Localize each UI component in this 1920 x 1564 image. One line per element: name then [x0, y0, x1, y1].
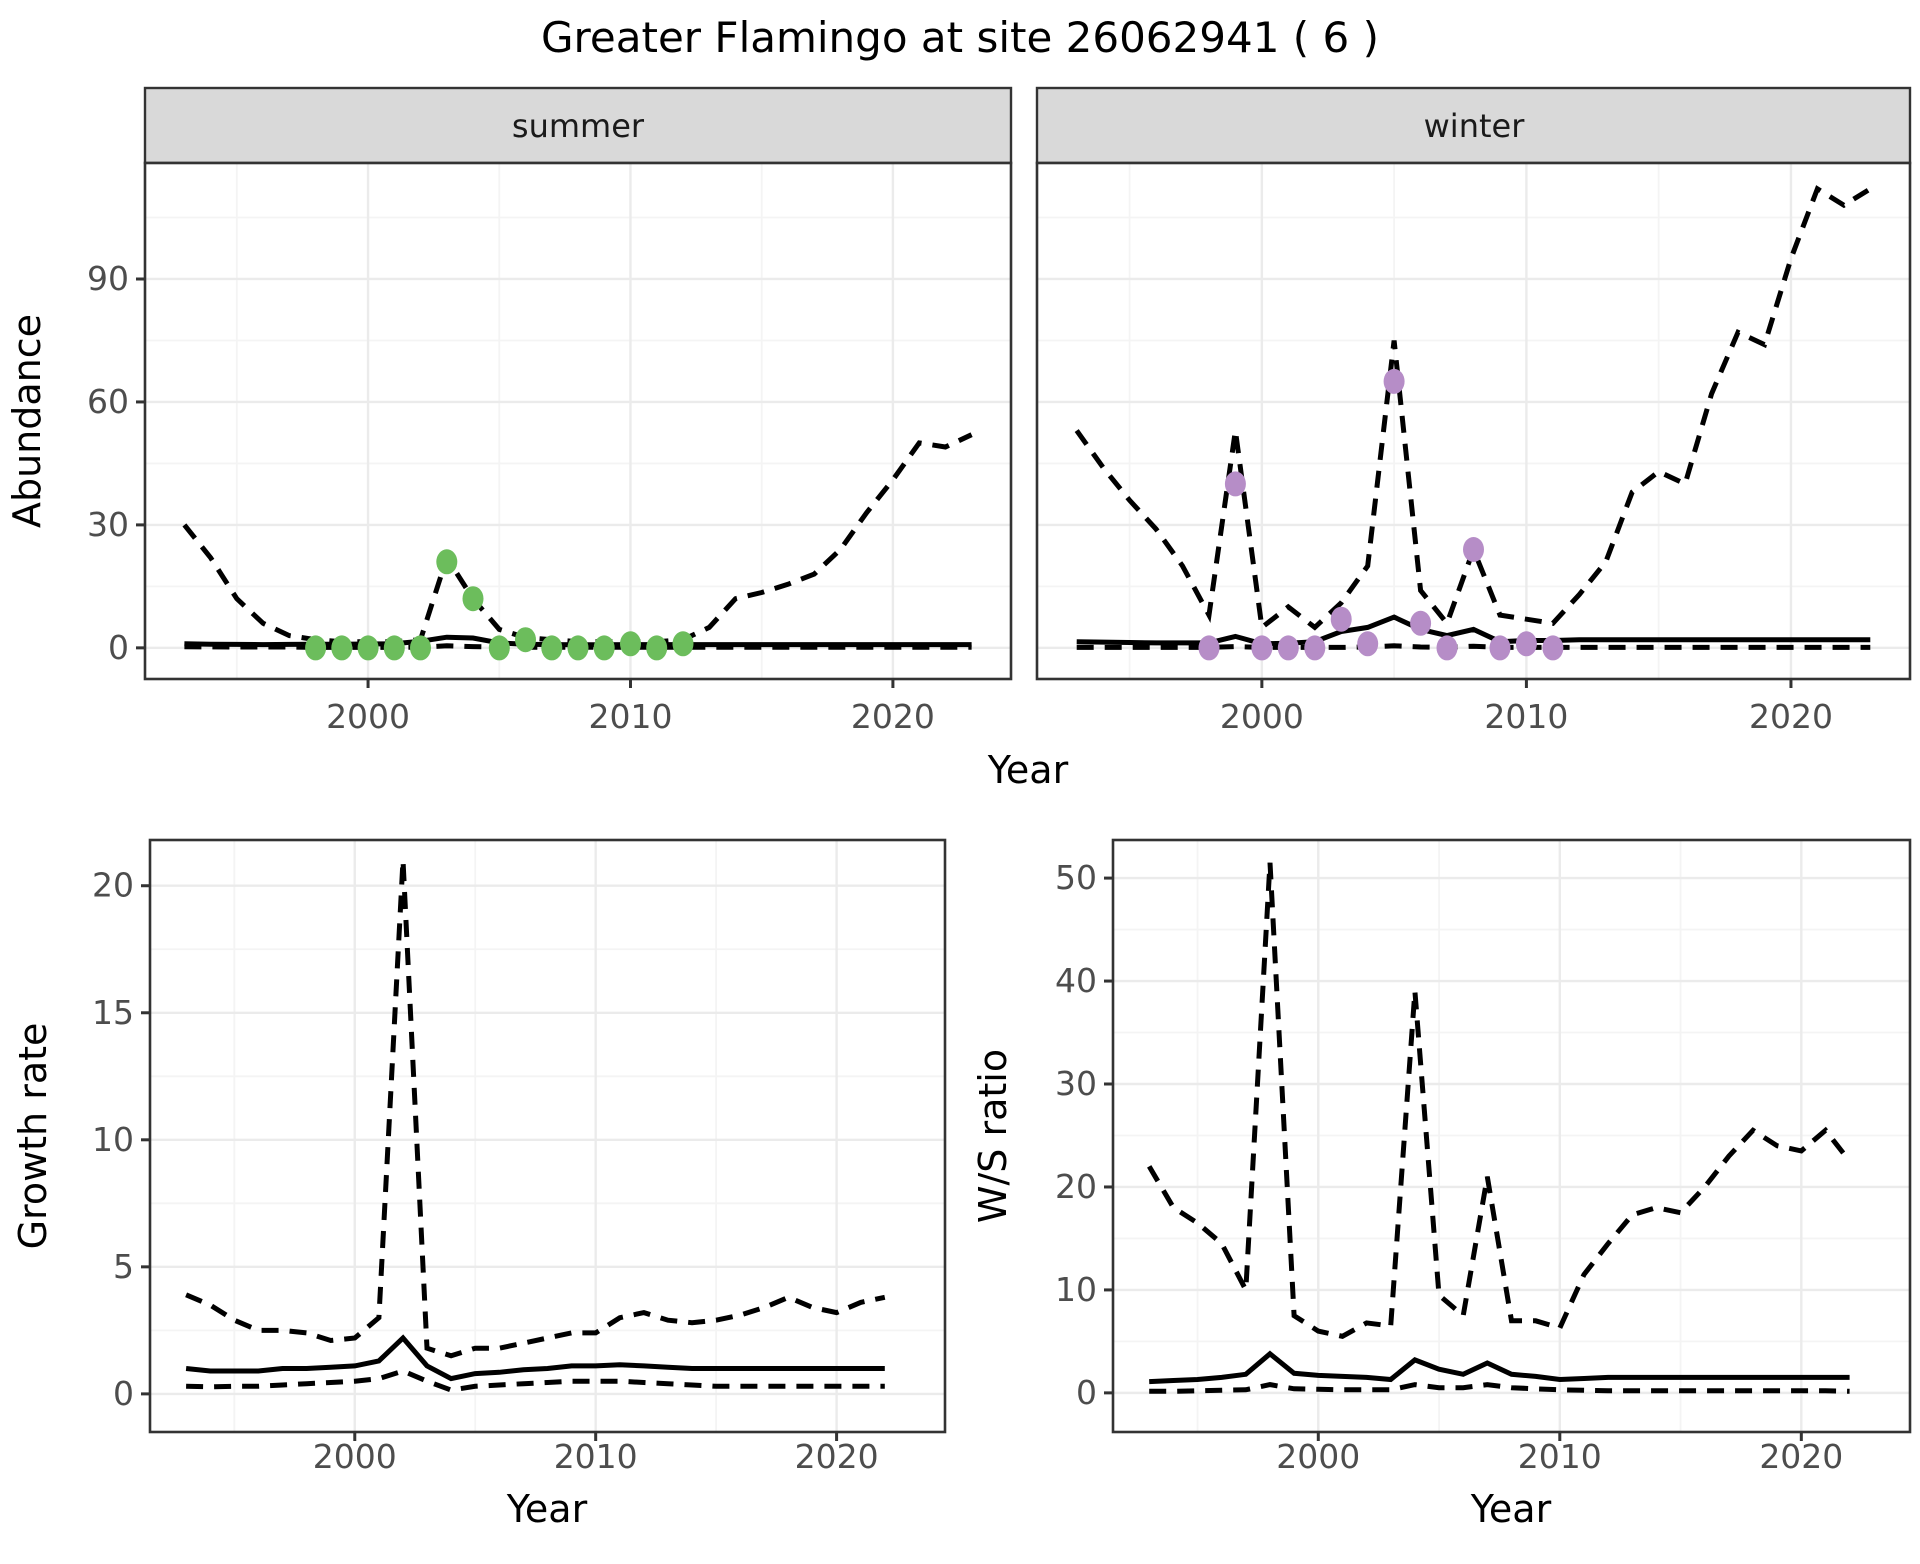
observation-point [331, 635, 353, 661]
observation-point [593, 635, 615, 661]
chart-title: Greater Flamingo at site 26062941 ( 6 ) [541, 13, 1379, 62]
observation-point [1277, 635, 1299, 661]
mean-line [1149, 1350, 1850, 1385]
observation-point [383, 635, 405, 661]
y-tick-label: 20 [1055, 1167, 1097, 1206]
observation-point [1357, 631, 1379, 657]
x-tick-label: 2000 [313, 1437, 397, 1476]
observation-point [357, 635, 379, 661]
observation-point [1489, 635, 1511, 661]
y-tick-label: 0 [108, 628, 129, 667]
x-tick-label: 2010 [588, 697, 672, 736]
facet-strip-winter-label: winter [1424, 107, 1526, 145]
y-tick-label: 0 [1076, 1373, 1097, 1412]
winter_observations [1198, 368, 1564, 661]
y-tick-label: 10 [92, 1120, 134, 1159]
y-tick-label: 30 [1055, 1064, 1097, 1103]
panel-border [1111, 838, 1912, 1434]
lower_ci-line [186, 1368, 885, 1393]
x-tick-label: 2010 [1484, 697, 1568, 736]
x-tick-label: 2010 [554, 1437, 638, 1476]
series-lines [1147, 862, 1852, 1394]
observation-point [1436, 635, 1458, 661]
panel-background [150, 840, 945, 1432]
panel-background [145, 163, 1011, 679]
y-tick-label: 40 [1055, 961, 1097, 1000]
upper_ci-line [1147, 862, 1852, 1339]
x-axis-title-top: Year [987, 748, 1069, 792]
x-tick-label: 2020 [1759, 1437, 1843, 1476]
observation-point [646, 635, 668, 661]
facet-strip-winter [1035, 86, 1912, 165]
x-axis-title-ws: Year [1470, 1487, 1552, 1531]
y-tick-label: 20 [92, 866, 134, 905]
x-axis-title-growth: Year [506, 1487, 588, 1531]
panel-growth: 2000 2010 2020 0 5 10 15 20 [92, 838, 947, 1476]
summer_observations [305, 549, 694, 661]
observation-point [305, 635, 327, 661]
observation-point [1463, 537, 1484, 562]
mean-line [185, 1334, 885, 1382]
x-tick-label: 2000 [1220, 697, 1304, 736]
x-tick-label: 2000 [326, 697, 410, 736]
observation-point [1224, 471, 1246, 497]
observation-point [410, 635, 431, 661]
x-tick-label: 2010 [1518, 1437, 1602, 1476]
observation-point [541, 635, 563, 661]
x-tick-label: 2020 [851, 697, 935, 736]
observation-point [620, 631, 641, 657]
observation-point [567, 635, 589, 661]
y-tick-label: 10 [1055, 1270, 1097, 1309]
observation-point [1251, 635, 1273, 661]
observation-point [1383, 368, 1405, 394]
observation-point [462, 586, 484, 612]
facet-strip-summer [143, 86, 1013, 165]
observation-point [672, 631, 694, 657]
panel-background [1037, 163, 1910, 679]
y-axis-title-growth: Growth rate [11, 1023, 55, 1250]
lower_ci-line [1076, 643, 1871, 650]
y-tick-label: 50 [1055, 858, 1097, 897]
y-tick-label: 5 [113, 1247, 134, 1286]
panel-border [148, 838, 947, 1434]
lower_ci-line [1149, 1382, 1850, 1394]
panel-abundance-summer: 2000 2010 2020 0 30 60 90 [87, 161, 1013, 736]
panel-border [1035, 161, 1912, 681]
panel-abundance-winter: 2000 2010 2020 [1035, 161, 1912, 736]
panel-ws: 2000 2010 2020 0 10 20 30 40 50 [1055, 838, 1912, 1476]
panel-border [143, 161, 1013, 681]
observation-point [1542, 635, 1564, 661]
observation-point [1198, 635, 1220, 661]
upper_ci-line [185, 860, 886, 1359]
y-tick-label: 60 [87, 382, 129, 421]
observation-point [1410, 610, 1432, 636]
series-lines [185, 860, 886, 1393]
y-tick-label: 0 [113, 1374, 134, 1413]
y-tick-label: 30 [87, 505, 129, 544]
facet-strip-summer-label: summer [512, 107, 645, 145]
observation-point [488, 635, 510, 661]
observation-point [1304, 635, 1326, 661]
observation-point [1330, 606, 1352, 632]
y-axis-title-abundance: Abundance [5, 314, 49, 528]
observation-point [436, 549, 458, 575]
observation-point [1515, 631, 1537, 657]
x-tick-label: 2000 [1276, 1437, 1360, 1476]
x-tick-label: 2020 [1749, 697, 1833, 736]
y-tick-label: 15 [92, 993, 134, 1032]
y-axis-title-ws: W/S ratio [971, 1049, 1015, 1223]
y-tick-label: 90 [87, 259, 129, 298]
observation-point [515, 627, 536, 653]
x-tick-label: 2020 [795, 1437, 879, 1476]
